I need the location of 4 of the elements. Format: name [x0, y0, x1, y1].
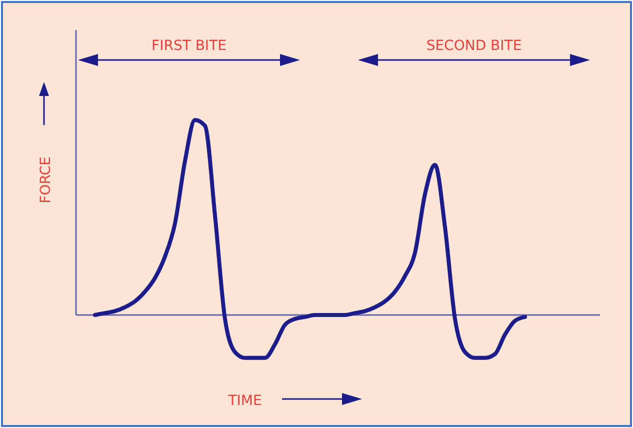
x-axis-title: TIME: [227, 393, 262, 409]
y-axis-title: FORCE: [38, 156, 54, 204]
text: SECOND BITE: [426, 38, 522, 54]
text: FIRST BITE: [152, 38, 226, 54]
